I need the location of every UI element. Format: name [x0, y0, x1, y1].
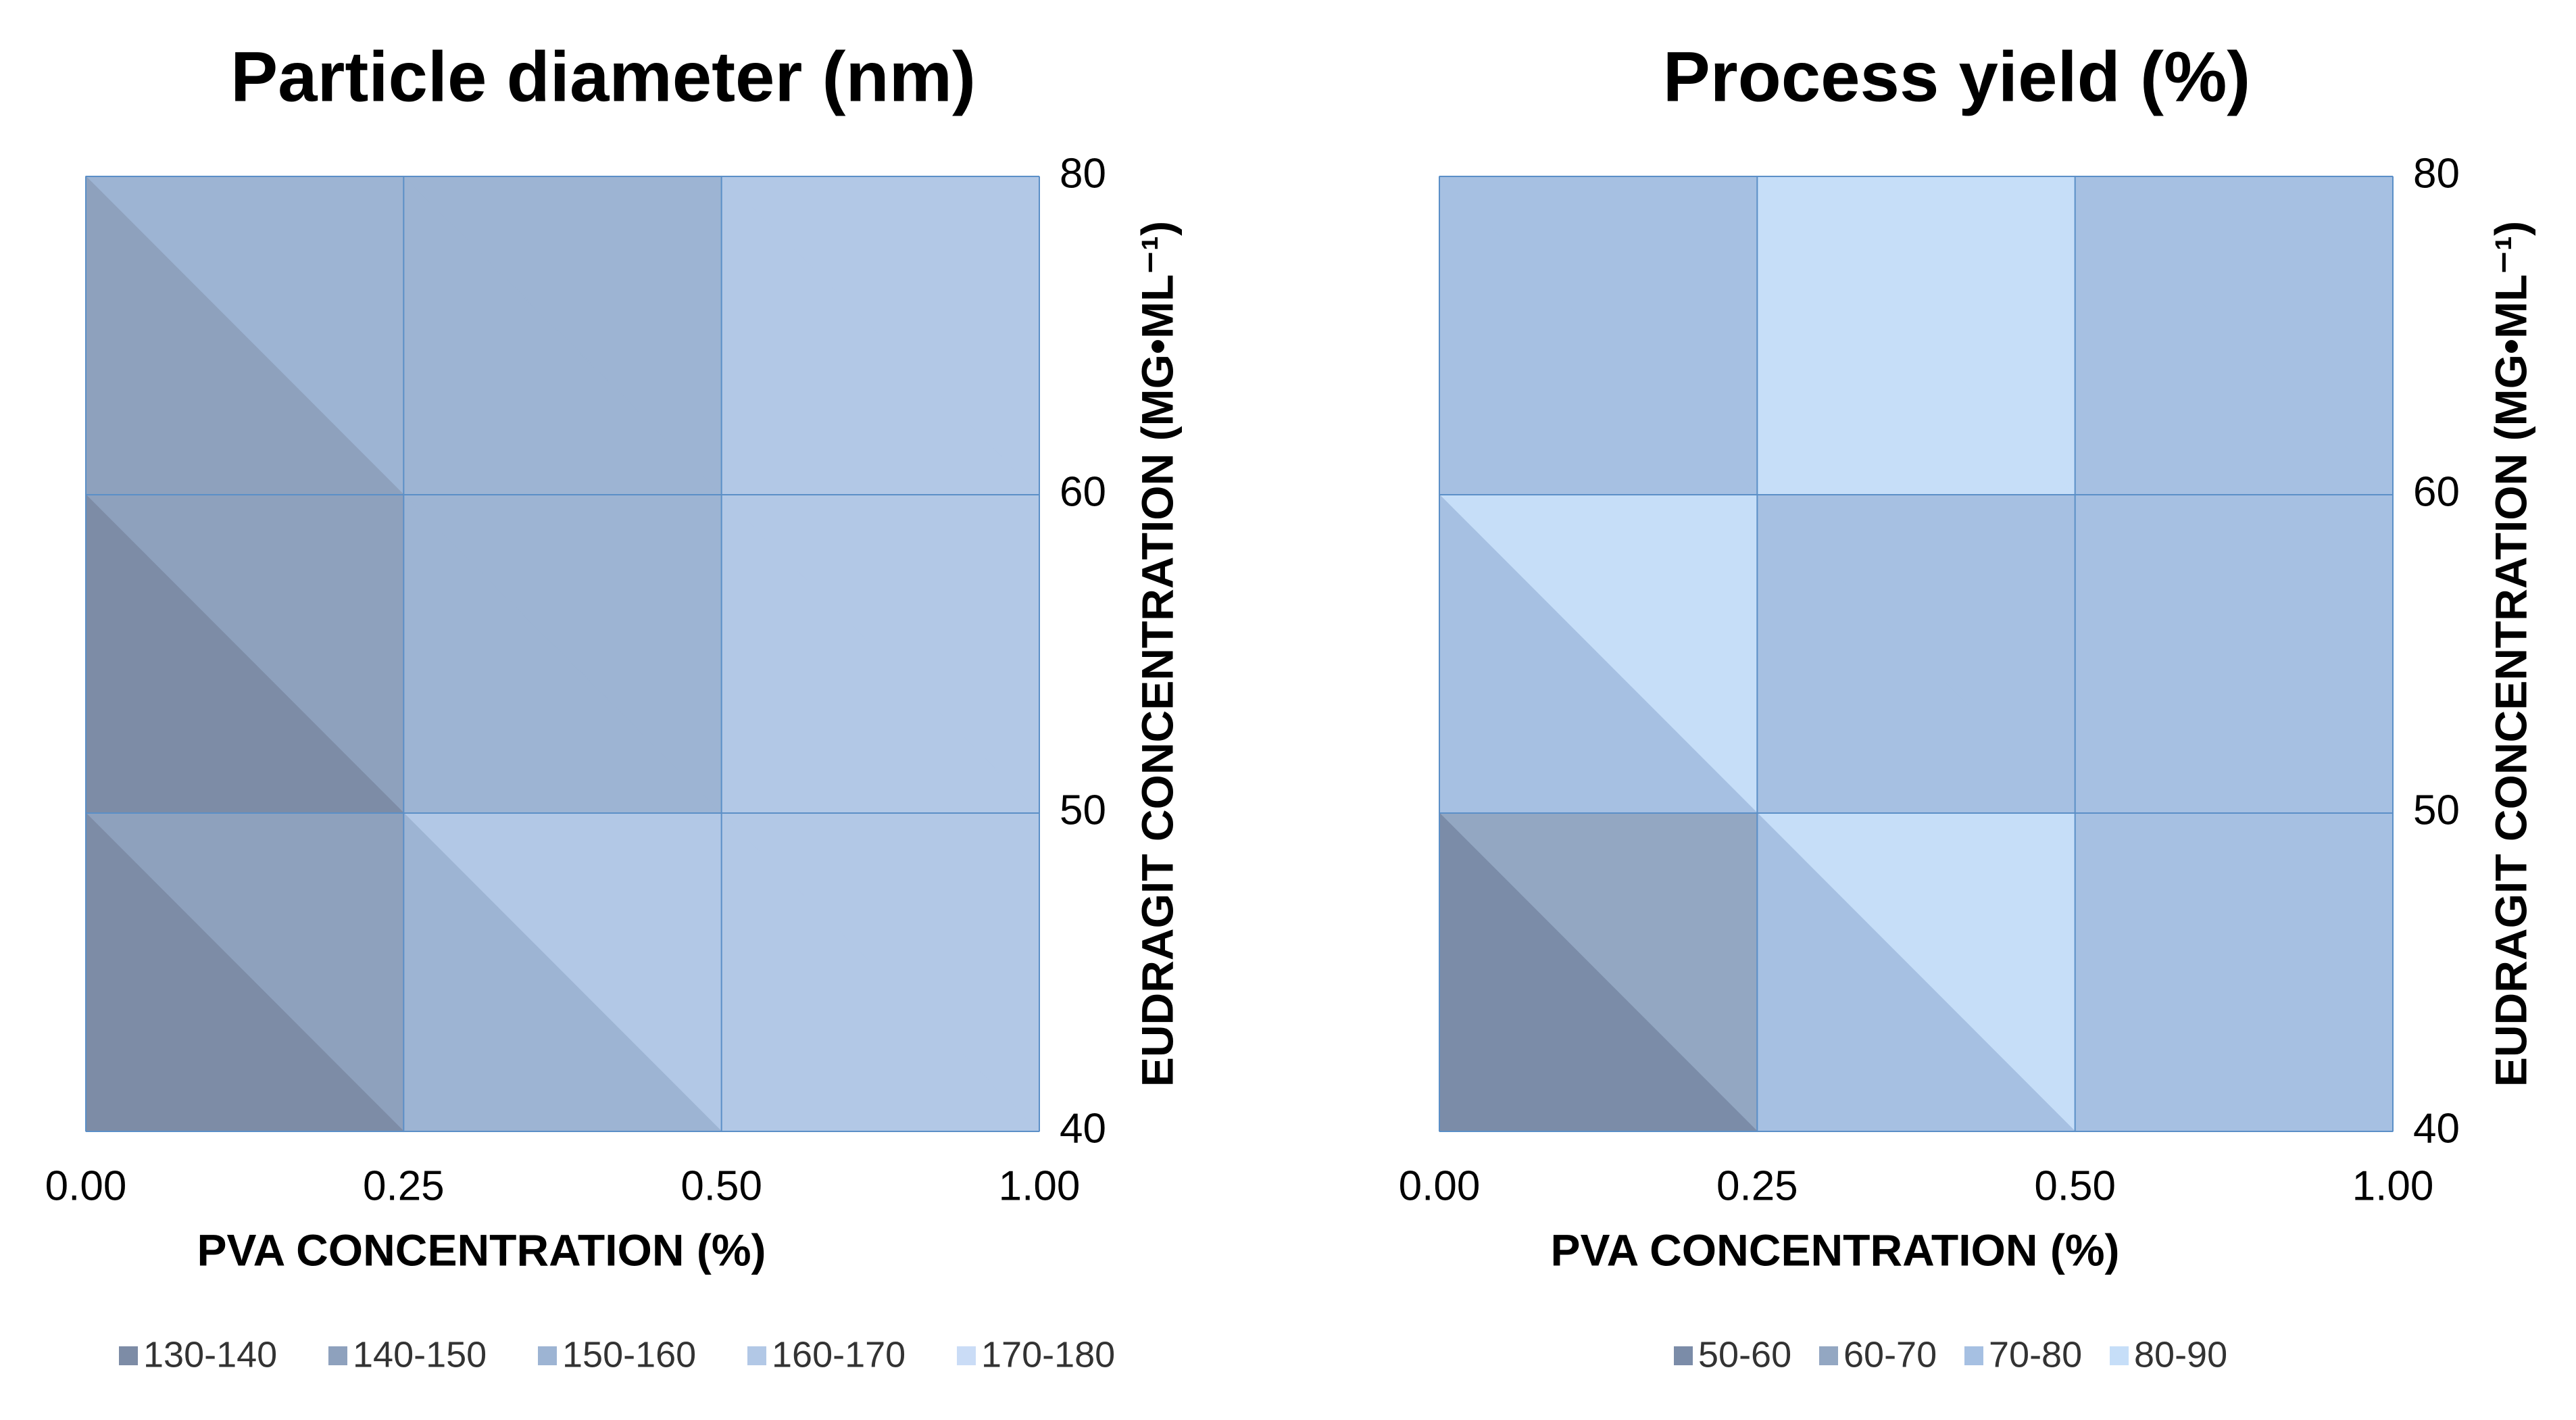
y-tick-label: 40 — [2413, 1105, 2460, 1152]
legend-label: 170-180 — [981, 1334, 1115, 1375]
x-axis-label: PVA CONCENTRATION (%) — [197, 1225, 766, 1275]
x-tick-label: 0.50 — [680, 1162, 762, 1209]
x-tick-label: 0.25 — [363, 1162, 445, 1209]
legend-swatch — [538, 1346, 557, 1365]
legend-swatch — [2110, 1346, 2129, 1365]
y-tick-label: 80 — [1060, 150, 1106, 197]
chart-title: Particle diameter (nm) — [230, 38, 976, 117]
x-tick-label: 1.00 — [2352, 1162, 2434, 1209]
y-tick-label: 80 — [2413, 150, 2460, 197]
x-tick-label: 1.00 — [999, 1162, 1081, 1209]
y-tick-label: 40 — [1060, 1105, 1106, 1152]
y-tick-label: 60 — [2413, 468, 2460, 515]
x-tick-label: 0.00 — [45, 1162, 127, 1209]
y-tick-label: 50 — [2413, 787, 2460, 833]
legend-label: 70-80 — [1989, 1334, 2082, 1375]
legend-label: 140-150 — [353, 1334, 487, 1375]
legend-label: 80-90 — [2134, 1334, 2227, 1375]
legend-label: 50-60 — [1698, 1334, 1791, 1375]
legend-label: 150-160 — [562, 1334, 696, 1375]
x-tick-label: 0.25 — [1716, 1162, 1798, 1209]
y-axis-label: EUDRAGIT CONCENTRATION (MG•ML⁻¹) — [2485, 221, 2535, 1087]
legend-label: 60-70 — [1843, 1334, 1937, 1375]
y-axis-label: EUDRAGIT CONCENTRATION (MG•ML⁻¹) — [1132, 221, 1182, 1087]
chart-title: Process yield (%) — [1663, 38, 2251, 117]
legend-swatch — [957, 1346, 976, 1365]
legend-swatch — [1674, 1346, 1693, 1365]
x-tick-label: 0.50 — [2034, 1162, 2116, 1209]
y-tick-label: 50 — [1060, 787, 1106, 833]
legend-swatch — [747, 1346, 766, 1365]
legend-swatch — [1819, 1346, 1838, 1365]
legend-label: 160-170 — [772, 1334, 906, 1375]
legend-swatch — [328, 1346, 347, 1365]
x-axis-label: PVA CONCENTRATION (%) — [1550, 1225, 2119, 1275]
legend-label: 130-140 — [143, 1334, 277, 1375]
y-tick-label: 60 — [1060, 468, 1106, 515]
legend-swatch — [1964, 1346, 1983, 1365]
x-tick-label: 0.00 — [1399, 1162, 1481, 1209]
legend-swatch — [119, 1346, 138, 1365]
